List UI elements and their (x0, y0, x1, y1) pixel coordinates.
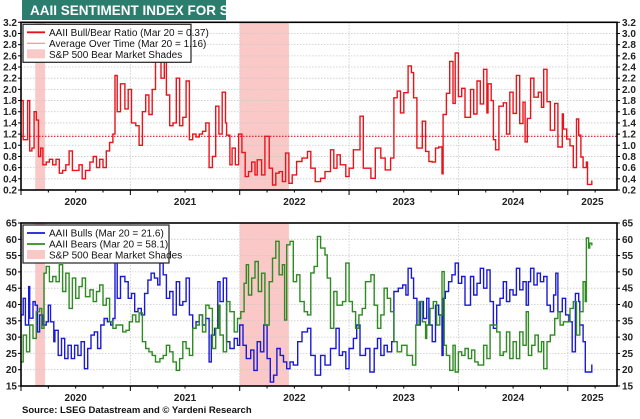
x-tick-label: 2022 (283, 197, 306, 208)
y-tick-label-right: 2.6 (622, 51, 636, 62)
x-tick-label: 2025 (581, 393, 604, 404)
x-tick-label: 2024 (502, 393, 525, 404)
y-tick-label-right: 2.2 (622, 74, 636, 85)
y-tick-label-right: 1.8 (622, 96, 636, 107)
y-tick-label-left: 0.6 (3, 163, 17, 174)
y-tick-label-right: 45 (622, 284, 634, 295)
y-tick-label-left: 1.4 (3, 118, 17, 129)
y-tick-label-right: 2.8 (622, 40, 636, 51)
y-tick-label-right: 1.0 (622, 141, 636, 152)
x-tick-label: 2021 (174, 393, 197, 404)
y-tick-label-left: 35 (6, 316, 18, 327)
y-tick-label-right: 3.0 (622, 29, 636, 40)
y-tick-label-right: 2.4 (622, 63, 636, 74)
legend-swatch-shade (27, 49, 45, 59)
x-tick-label: 2023 (393, 197, 416, 208)
legend-box (22, 224, 170, 264)
y-tick-label-left: 2.0 (3, 85, 17, 96)
y-tick-label-left: 15 (6, 382, 18, 393)
y-tick-label-left: 60 (6, 235, 18, 246)
y-tick-label-right: 1.4 (622, 118, 636, 129)
y-tick-label-left: 45 (6, 284, 18, 295)
y-tick-label-right: 30 (622, 333, 634, 344)
y-tick-label-left: 40 (6, 300, 18, 311)
y-tick-label-left: 30 (6, 333, 18, 344)
y-tick-label-right: 0.2 (622, 186, 636, 197)
y-tick-label-left: 0.2 (3, 186, 17, 197)
y-tick-label-right: 55 (622, 251, 634, 262)
x-tick-label: 2025 (581, 197, 604, 208)
y-tick-label-left: 20 (6, 365, 18, 376)
plot-frame (20, 21, 618, 191)
x-tick-label: 2020 (65, 197, 88, 208)
legend-label-ratio: AAII Bull/Bear Ratio (Mar 20 = 0.37) (49, 28, 209, 39)
ratio-panel: 3.2 3.23.0 3.02.8 2.82.6 2.62.4 2.42.2 2.22.0 2… (3, 18, 636, 208)
y-tick-label-left: 3.2 (3, 18, 17, 29)
y-tick-label-right: 1.6 (622, 107, 636, 118)
series-line-aaii-bull-bear-ratio (21, 52, 593, 186)
y-tick-label-left: 1.2 (3, 130, 17, 141)
y-tick-label-right: 25 (622, 349, 634, 360)
y-tick-label-left: 2.2 (3, 74, 17, 85)
y-tick-label-left: 1.8 (3, 96, 17, 107)
x-tick-label: 2020 (65, 393, 88, 404)
legend-label-shade: S&P 500 Bear Market Shades (49, 251, 182, 262)
y-tick-label-left: 50 (6, 267, 18, 278)
y-tick-label-right: 40 (622, 300, 634, 311)
series-line-aaii-bulls (21, 260, 593, 383)
y-tick-label-left: 1.6 (3, 107, 17, 118)
y-tick-label-left: 2.4 (3, 63, 17, 74)
legend-label-bulls: AAII Bulls (Mar 20 = 21.6) (49, 229, 164, 240)
x-tick-label: 2023 (393, 393, 416, 404)
legend-label-average: Average Over Time (Mar 20 = 1.16) (49, 39, 206, 50)
y-tick-label-left: 65 (6, 219, 18, 230)
bear-market-shade (35, 22, 46, 190)
x-tick-label: 2021 (174, 197, 197, 208)
y-tick-label-right: 0.6 (622, 163, 636, 174)
x-tick-label: 2024 (502, 197, 525, 208)
chart-title: AAII SENTIMENT INDEX FOR STOCKS (30, 3, 276, 18)
y-tick-label-right: 0.8 (622, 152, 636, 163)
y-tick-label-left: 25 (6, 349, 18, 360)
y-tick-label-right: 65 (622, 219, 634, 230)
title-banner (22, 0, 226, 20)
y-tick-label-right: 1.2 (622, 130, 636, 141)
series-line-aaii-bears (21, 235, 593, 373)
y-tick-label-right: 0.4 (622, 174, 636, 185)
y-tick-label-right: 35 (622, 316, 634, 327)
y-tick-label-left: 1.0 (3, 141, 17, 152)
y-tick-label-right: 3.2 (622, 18, 636, 29)
legend: AAII Bull/Bear Ratio (Mar 20 = 0.37)Aver… (22, 23, 209, 63)
y-tick-label-right: 50 (622, 267, 634, 278)
y-tick-label-left: 2.8 (3, 40, 17, 51)
plot-frame (20, 222, 618, 387)
y-tick-label-left: 55 (6, 251, 18, 262)
y-tick-label-right: 2.0 (622, 85, 636, 96)
y-tick-label-right: 15 (622, 382, 634, 393)
y-tick-label-left: 3.0 (3, 29, 17, 40)
legend-box (22, 23, 192, 63)
source-note: Source: LSEG Datastream and © Yardeni Re… (22, 405, 252, 416)
x-tick-label: 2022 (283, 393, 306, 404)
legend-label-shade: S&P 500 Bear Market Shades (49, 50, 182, 61)
y-tick-label-left: 0.4 (3, 174, 17, 185)
y-tick-label-left: 0.8 (3, 152, 17, 163)
y-tick-label-right: 60 (622, 235, 634, 246)
y-tick-label-right: 20 (622, 365, 634, 376)
y-tick-label-left: 2.6 (3, 51, 17, 62)
legend: AAII Bulls (Mar 20 = 21.6)AAII Bears (Ma… (22, 224, 182, 264)
legend-swatch-shade (27, 250, 45, 259)
legend-label-bears: AAII Bears (Mar 20 = 58.1) (49, 240, 168, 251)
